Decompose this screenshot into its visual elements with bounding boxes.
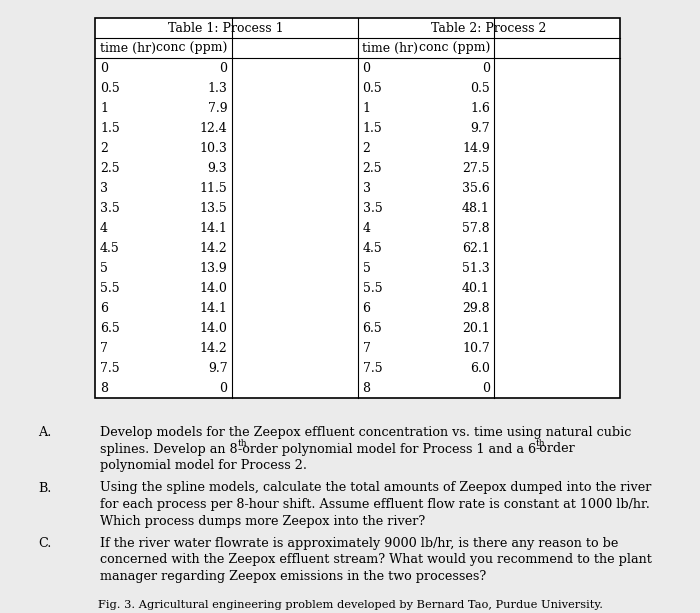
Text: time (hr): time (hr) xyxy=(363,42,419,55)
Text: 6: 6 xyxy=(363,302,370,314)
Text: 14.0: 14.0 xyxy=(199,321,228,335)
Text: 27.5: 27.5 xyxy=(463,161,490,175)
Text: 14.1: 14.1 xyxy=(199,302,228,314)
Text: B.: B. xyxy=(38,481,51,495)
Text: If the river water flowrate is approximately 9000 lb/hr, is there any reason to : If the river water flowrate is approxima… xyxy=(100,537,618,550)
Text: polynomial model for Process 2.: polynomial model for Process 2. xyxy=(100,459,307,472)
Text: 20.1: 20.1 xyxy=(462,321,490,335)
Text: 0: 0 xyxy=(220,61,228,75)
Text: splines. Develop an 8: splines. Develop an 8 xyxy=(100,443,237,455)
Text: 14.2: 14.2 xyxy=(199,242,228,254)
Text: 4: 4 xyxy=(100,221,108,235)
Text: manager regarding Zeepox emissions in the two processes?: manager regarding Zeepox emissions in th… xyxy=(100,570,486,583)
Text: 1.5: 1.5 xyxy=(100,121,120,134)
Text: 1.6: 1.6 xyxy=(470,102,490,115)
Text: 4.5: 4.5 xyxy=(100,242,120,254)
Text: 29.8: 29.8 xyxy=(463,302,490,314)
Text: conc (ppm): conc (ppm) xyxy=(156,42,228,55)
Text: Table 1: Process 1: Table 1: Process 1 xyxy=(169,21,284,34)
Text: 0: 0 xyxy=(482,61,490,75)
Text: 7.9: 7.9 xyxy=(208,102,228,115)
Text: 6: 6 xyxy=(100,302,108,314)
Text: 14.0: 14.0 xyxy=(199,281,228,294)
Text: 5.5: 5.5 xyxy=(100,281,120,294)
Text: 2: 2 xyxy=(363,142,370,154)
Text: 5.5: 5.5 xyxy=(363,281,382,294)
Text: 1.3: 1.3 xyxy=(208,82,228,94)
Text: 0: 0 xyxy=(363,61,370,75)
Text: 12.4: 12.4 xyxy=(199,121,228,134)
Text: Table 2: Process 2: Table 2: Process 2 xyxy=(431,21,547,34)
Text: 51.3: 51.3 xyxy=(462,262,490,275)
Text: -order: -order xyxy=(536,443,575,455)
Text: 3.5: 3.5 xyxy=(363,202,382,215)
Text: 10.7: 10.7 xyxy=(462,341,490,354)
Text: 9.3: 9.3 xyxy=(208,161,228,175)
Text: 8: 8 xyxy=(100,381,108,395)
Text: 11.5: 11.5 xyxy=(199,181,228,194)
Text: C.: C. xyxy=(38,537,51,550)
Text: 0.5: 0.5 xyxy=(100,82,120,94)
Text: 62.1: 62.1 xyxy=(462,242,490,254)
Text: 1: 1 xyxy=(363,102,370,115)
Text: 6.0: 6.0 xyxy=(470,362,490,375)
Text: 0.5: 0.5 xyxy=(470,82,490,94)
Text: 5: 5 xyxy=(363,262,370,275)
Text: Using the spline models, calculate the total amounts of Zeepox dumped into the r: Using the spline models, calculate the t… xyxy=(100,481,652,495)
Text: Fig. 3. Agricultural engineering problem developed by Bernard Tao, Purdue Univer: Fig. 3. Agricultural engineering problem… xyxy=(97,600,603,610)
Text: A.: A. xyxy=(38,426,51,439)
Text: 0: 0 xyxy=(100,61,108,75)
Text: 9.7: 9.7 xyxy=(470,121,490,134)
Text: 7.5: 7.5 xyxy=(100,362,120,375)
Text: 3: 3 xyxy=(100,181,108,194)
Text: 0: 0 xyxy=(482,381,490,395)
Text: time (hr): time (hr) xyxy=(100,42,156,55)
Text: -order polynomial model for Process 1 and a 6: -order polynomial model for Process 1 an… xyxy=(237,443,536,455)
Text: 4: 4 xyxy=(363,221,370,235)
Text: 6.5: 6.5 xyxy=(100,321,120,335)
Text: 10.3: 10.3 xyxy=(199,142,228,154)
Text: 7: 7 xyxy=(363,341,370,354)
Text: 14.1: 14.1 xyxy=(199,221,228,235)
Text: concerned with the Zeepox effluent stream? What would you recommend to the plant: concerned with the Zeepox effluent strea… xyxy=(100,554,652,566)
Text: 4.5: 4.5 xyxy=(363,242,382,254)
Text: 40.1: 40.1 xyxy=(462,281,490,294)
Text: 57.8: 57.8 xyxy=(463,221,490,235)
Text: th: th xyxy=(536,438,545,447)
Text: conc (ppm): conc (ppm) xyxy=(419,42,490,55)
Text: 2: 2 xyxy=(100,142,108,154)
Text: 0.5: 0.5 xyxy=(363,82,382,94)
Text: 35.6: 35.6 xyxy=(462,181,490,194)
Text: 2.5: 2.5 xyxy=(100,161,120,175)
Text: 9.7: 9.7 xyxy=(208,362,228,375)
Text: 8: 8 xyxy=(363,381,370,395)
Text: 1.5: 1.5 xyxy=(363,121,382,134)
Text: 7: 7 xyxy=(100,341,108,354)
Text: for each process per 8-hour shift. Assume effluent flow rate is constant at 1000: for each process per 8-hour shift. Assum… xyxy=(100,498,650,511)
Text: 14.9: 14.9 xyxy=(462,142,490,154)
Text: 1: 1 xyxy=(100,102,108,115)
Text: Develop models for the Zeepox effluent concentration vs. time using natural cubi: Develop models for the Zeepox effluent c… xyxy=(100,426,631,439)
Text: 2.5: 2.5 xyxy=(363,161,382,175)
Text: 48.1: 48.1 xyxy=(462,202,490,215)
Text: 14.2: 14.2 xyxy=(199,341,228,354)
Text: 5: 5 xyxy=(100,262,108,275)
Text: 7.5: 7.5 xyxy=(363,362,382,375)
Text: 6.5: 6.5 xyxy=(363,321,382,335)
Text: 3.5: 3.5 xyxy=(100,202,120,215)
Text: 0: 0 xyxy=(220,381,228,395)
Bar xyxy=(95,18,620,398)
Text: Which process dumps more Zeepox into the river?: Which process dumps more Zeepox into the… xyxy=(100,514,426,528)
Text: 3: 3 xyxy=(363,181,370,194)
Text: th: th xyxy=(237,438,247,447)
Text: 13.5: 13.5 xyxy=(199,202,228,215)
Text: 13.9: 13.9 xyxy=(199,262,228,275)
